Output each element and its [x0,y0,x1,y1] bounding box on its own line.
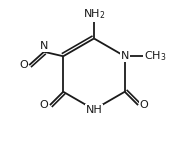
Text: N: N [121,51,129,61]
Text: NH: NH [86,104,102,115]
Text: N: N [40,41,48,51]
Text: O: O [139,100,148,110]
Text: CH$_3$: CH$_3$ [144,49,167,63]
Text: NH$_2$: NH$_2$ [83,8,105,21]
Text: O: O [19,60,28,70]
Text: O: O [40,100,49,110]
